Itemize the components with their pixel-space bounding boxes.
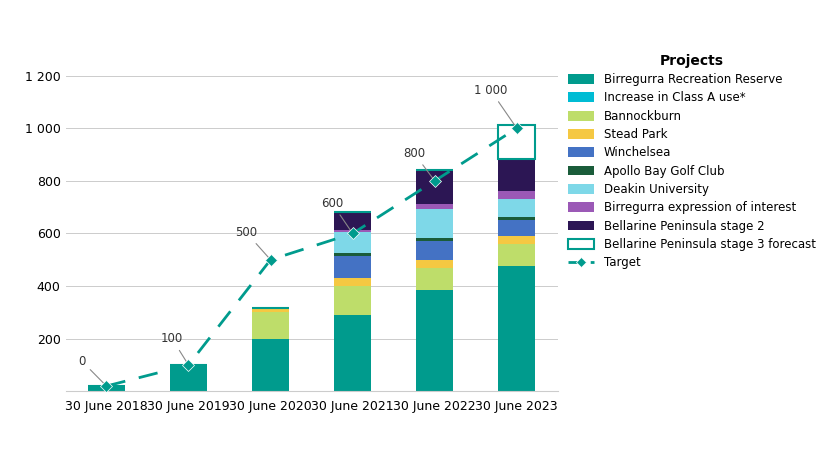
Bar	[498, 199, 535, 217]
Bar	[416, 238, 453, 241]
Bar	[334, 232, 371, 253]
Bar	[170, 365, 206, 391]
Bar	[334, 256, 371, 278]
Bar	[334, 286, 371, 315]
Target	[102, 383, 111, 389]
Bar	[251, 313, 288, 339]
Bar	[498, 159, 535, 191]
Bar	[416, 209, 453, 238]
Bar	[251, 339, 288, 391]
Legend: Birregurra Recreation Reserve, Increase in Class A use*, Bannockburn, Stead Park: Birregurra Recreation Reserve, Increase …	[568, 54, 815, 269]
Bar	[334, 253, 371, 256]
Text: 1 000: 1 000	[473, 84, 514, 126]
Bar	[416, 241, 453, 260]
Bar	[251, 308, 288, 313]
Bar	[498, 191, 535, 199]
Bar	[416, 260, 453, 268]
Target	[347, 231, 357, 236]
Bar	[416, 290, 453, 391]
Text: 100: 100	[161, 332, 187, 363]
Text: 0: 0	[78, 354, 104, 384]
Bar	[498, 236, 535, 244]
Text: 500: 500	[234, 226, 269, 258]
Target	[265, 257, 275, 263]
Bar	[416, 204, 453, 209]
Bar	[334, 278, 371, 286]
Bar	[88, 386, 124, 391]
Target	[183, 362, 193, 368]
Line: Target: Target	[102, 124, 520, 390]
Bar	[334, 315, 371, 391]
Bar	[498, 266, 535, 391]
Bar	[498, 244, 535, 266]
Bar	[334, 212, 371, 229]
Bar	[334, 229, 371, 232]
Bar	[498, 217, 535, 220]
Bar	[416, 268, 453, 290]
Target	[511, 126, 521, 131]
Bar	[498, 125, 535, 159]
Text: 800: 800	[403, 147, 432, 179]
Bar	[498, 220, 535, 236]
Text: 600: 600	[320, 197, 351, 231]
Target	[429, 178, 439, 184]
Bar	[416, 170, 453, 204]
